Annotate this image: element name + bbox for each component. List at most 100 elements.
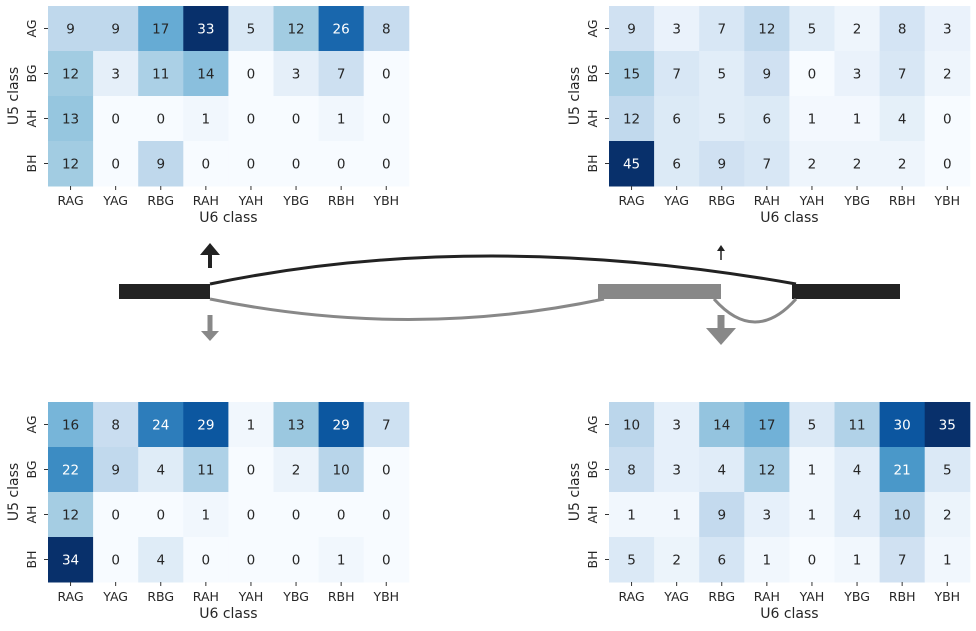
heatmap-cell bbox=[744, 141, 790, 187]
x-axis-label: U6 class bbox=[760, 606, 818, 622]
cell-value-label: 12 bbox=[758, 22, 775, 38]
heatmap-cell bbox=[363, 402, 410, 448]
heatmap-cell bbox=[879, 51, 926, 97]
heatmap-cell bbox=[834, 141, 881, 187]
cell-value-label: 12 bbox=[758, 463, 775, 479]
heatmap-cell bbox=[228, 492, 274, 538]
heatmap-cell bbox=[363, 51, 410, 97]
x-tick-label: YBH bbox=[372, 589, 399, 604]
cell-value-label: 14 bbox=[713, 418, 730, 434]
cell-value-label: 4 bbox=[853, 508, 862, 524]
x-tick-label: YAG bbox=[102, 589, 128, 604]
heatmap-cell bbox=[789, 51, 835, 97]
right-up-arrow bbox=[717, 245, 725, 260]
x-axis-label: U6 class bbox=[199, 606, 257, 622]
x-tick-label: YBH bbox=[372, 193, 399, 208]
heatmap-cell bbox=[834, 447, 881, 493]
heatmap-cell bbox=[228, 141, 274, 187]
cell-value-label: 0 bbox=[111, 508, 120, 524]
cell-value-label: 2 bbox=[853, 22, 862, 38]
heatmap-cell bbox=[609, 51, 655, 97]
cell-value-label: 0 bbox=[156, 112, 165, 128]
heatmap-cell bbox=[834, 96, 881, 142]
y-tick-label: BG bbox=[24, 64, 39, 82]
heatmap-cell bbox=[138, 96, 184, 142]
cell-value-label: 0 bbox=[292, 157, 301, 173]
cell-value-label: 10 bbox=[333, 463, 350, 479]
heatmap-cell bbox=[93, 492, 139, 538]
heatmap-cell bbox=[609, 141, 655, 187]
y-axis-label: U5 class bbox=[567, 463, 583, 521]
heatmap-cell bbox=[744, 51, 790, 97]
heatmap-cell bbox=[699, 96, 745, 142]
cell-value-label: 1 bbox=[808, 463, 817, 479]
heatmap-cell bbox=[879, 6, 926, 52]
cell-value-label: 3 bbox=[672, 463, 681, 479]
cell-value-label: 13 bbox=[287, 418, 304, 434]
cell-value-label: 1 bbox=[808, 112, 817, 128]
heatmap-cell bbox=[138, 537, 184, 583]
cell-value-label: 11 bbox=[848, 418, 865, 434]
cell-value-label: 0 bbox=[292, 112, 301, 128]
cell-value-label: 9 bbox=[66, 22, 75, 38]
cell-value-label: 0 bbox=[247, 157, 256, 173]
heatmap-cell bbox=[228, 402, 274, 448]
cell-value-label: 9 bbox=[763, 67, 772, 83]
heatmap-cell bbox=[654, 51, 700, 97]
y-tick-label: AG bbox=[585, 19, 600, 37]
heatmap-cell bbox=[93, 6, 139, 52]
cell-value-label: 0 bbox=[808, 67, 817, 83]
heatmap-cell bbox=[93, 96, 139, 142]
heatmap-cell bbox=[699, 402, 745, 448]
y-tick-label: BH bbox=[585, 155, 600, 173]
cell-value-label: 7 bbox=[717, 22, 726, 38]
heatmap-cell bbox=[228, 537, 274, 583]
cell-value-label: 2 bbox=[898, 157, 907, 173]
heatmap-cell bbox=[183, 402, 229, 448]
cell-value-label: 2 bbox=[292, 463, 301, 479]
skipping-junction bbox=[209, 254, 797, 286]
cell-value-label: 5 bbox=[808, 22, 817, 38]
cell-value-label: 1 bbox=[943, 553, 952, 569]
cell-value-label: 26 bbox=[333, 22, 350, 38]
y-tick-label: BG bbox=[585, 64, 600, 82]
heatmap-cell bbox=[834, 6, 881, 52]
cell-value-label: 1 bbox=[853, 553, 862, 569]
cell-value-label: 15 bbox=[623, 67, 640, 83]
inclusion-junction-left bbox=[209, 297, 605, 321]
cell-value-label: 4 bbox=[853, 463, 862, 479]
x-tick-label: YBG bbox=[282, 193, 309, 208]
heatmap-cell bbox=[318, 492, 365, 538]
cell-value-label: 4 bbox=[717, 463, 726, 479]
x-tick-label: RBH bbox=[889, 193, 916, 208]
cell-value-label: 10 bbox=[623, 418, 640, 434]
heatmap-cell bbox=[363, 447, 410, 493]
heatmap-cell bbox=[924, 141, 971, 187]
cell-value-label: 11 bbox=[197, 463, 214, 479]
heatmap-cell bbox=[924, 402, 971, 448]
heatmap-cell bbox=[273, 402, 320, 448]
heatmap-cell bbox=[744, 96, 790, 142]
cell-value-label: 1 bbox=[808, 508, 817, 524]
cell-value-label: 0 bbox=[111, 553, 120, 569]
heatmap-cell bbox=[744, 402, 790, 448]
heatmap-cell bbox=[699, 537, 745, 583]
x-axis-label: U6 class bbox=[760, 210, 818, 226]
cell-value-label: 5 bbox=[627, 553, 636, 569]
heatmap-cell bbox=[93, 402, 139, 448]
cell-value-label: 17 bbox=[758, 418, 775, 434]
cell-value-label: 3 bbox=[111, 67, 120, 83]
heatmap-cell bbox=[654, 141, 700, 187]
x-tick-label: RAH bbox=[193, 193, 219, 208]
y-axis-label: U5 class bbox=[6, 67, 22, 125]
heatmap-cell bbox=[273, 51, 320, 97]
heatmap-cell bbox=[789, 96, 835, 142]
cell-value-label: 1 bbox=[763, 553, 772, 569]
x-tick-label: YAG bbox=[102, 193, 128, 208]
x-tick-label: YAH bbox=[238, 193, 264, 208]
cell-value-label: 3 bbox=[292, 67, 301, 83]
cell-value-label: 7 bbox=[763, 157, 772, 173]
heatmap-cell bbox=[183, 447, 229, 493]
cell-value-label: 3 bbox=[853, 67, 862, 83]
heatmap-cell bbox=[789, 447, 835, 493]
